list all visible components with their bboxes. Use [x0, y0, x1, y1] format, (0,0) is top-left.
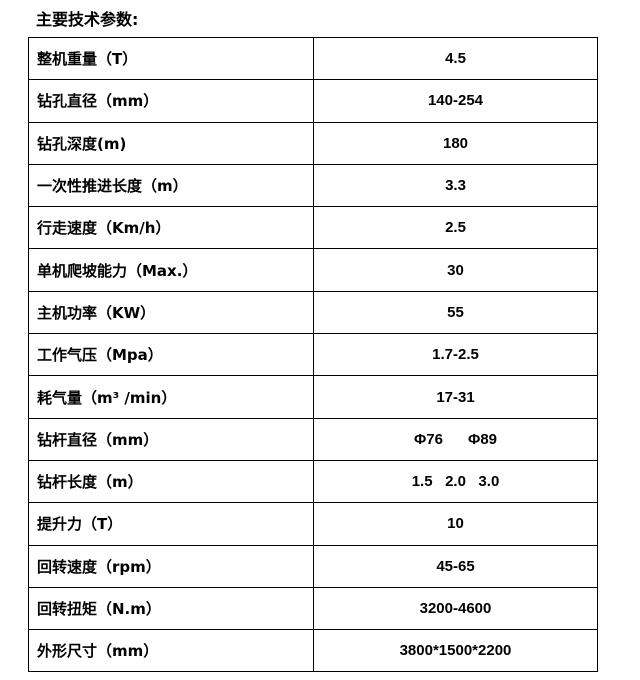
table-row: 回转扭矩（N.m） 3200-4600 — [28, 586, 598, 631]
table-row: 回转速度（rpm） 45-65 — [28, 544, 598, 588]
spec-label: 提升力（T） — [28, 502, 314, 546]
spec-label: 回转速度（rpm） — [28, 544, 314, 588]
spec-label: 钻孔深度(m) — [28, 121, 314, 165]
spec-value: 1.7-2.5 — [313, 333, 598, 377]
spec-label: 单机爬坡能力（Max.） — [28, 248, 314, 292]
spec-label: 耗气量（m³ /min） — [28, 375, 314, 419]
spec-label: 回转扭矩（N.m） — [28, 586, 314, 631]
spec-value: 30 — [313, 248, 598, 292]
spec-value: 4.5 — [313, 36, 598, 81]
table-row: 钻孔深度(m) 180 — [28, 121, 598, 165]
spec-value: 55 — [313, 290, 598, 335]
table-row: 耗气量（m³ /min） 17-31 — [28, 375, 598, 419]
spec-value: 2.5 — [313, 206, 598, 250]
table-row: 行走速度（Km/h） 2.5 — [28, 206, 598, 250]
spec-label: 钻杆直径（mm） — [28, 417, 314, 461]
table-row: 提升力（T） 10 — [28, 502, 598, 546]
spec-value: 180 — [313, 121, 598, 165]
table-row: 钻杆长度（m） 1.5 2.0 3.0 — [28, 459, 598, 504]
spec-label: 钻孔直径（mm） — [28, 79, 314, 123]
section-title: 主要技术参数: — [36, 10, 139, 29]
spec-value: 10 — [313, 502, 598, 546]
spec-value: 3200-4600 — [313, 586, 598, 631]
table-row: 外形尺寸（mm） 3800*1500*2200 — [28, 629, 598, 673]
spec-value: Φ76 Φ89 — [313, 417, 598, 461]
table-row: 单机爬坡能力（Max.） 30 — [28, 248, 598, 292]
spec-label: 行走速度（Km/h） — [28, 206, 314, 250]
spec-value: 17-31 — [313, 375, 598, 419]
table-row: 钻孔直径（mm） 140-254 — [28, 79, 598, 123]
spec-value: 3800*1500*2200 — [313, 629, 598, 673]
table-row: 一次性推进长度（m） 3.3 — [28, 163, 598, 208]
spec-value: 45-65 — [313, 544, 598, 588]
table-row: 主机功率（KW） 55 — [28, 290, 598, 335]
spec-label: 整机重量（T） — [28, 36, 314, 81]
table-row: 整机重量（T） 4.5 — [28, 36, 598, 81]
table-row: 钻杆直径（mm） Φ76 Φ89 — [28, 417, 598, 461]
spec-value: 140-254 — [313, 79, 598, 123]
spec-table: 整机重量（T） 4.5 钻孔直径（mm） 140-254 钻孔深度(m) 180 一次性推进… — [28, 36, 598, 673]
spec-label: 工作气压（Mpa） — [28, 333, 314, 377]
spec-value: 1.5 2.0 3.0 — [313, 459, 598, 504]
spec-value: 3.3 — [313, 163, 598, 208]
spec-label: 主机功率（KW） — [28, 290, 314, 335]
spec-label: 钻杆长度（m） — [28, 459, 314, 504]
spec-label: 外形尺寸（mm） — [28, 629, 314, 673]
spec-label: 一次性推进长度（m） — [28, 163, 314, 208]
table-row: 工作气压（Mpa） 1.7-2.5 — [28, 333, 598, 377]
